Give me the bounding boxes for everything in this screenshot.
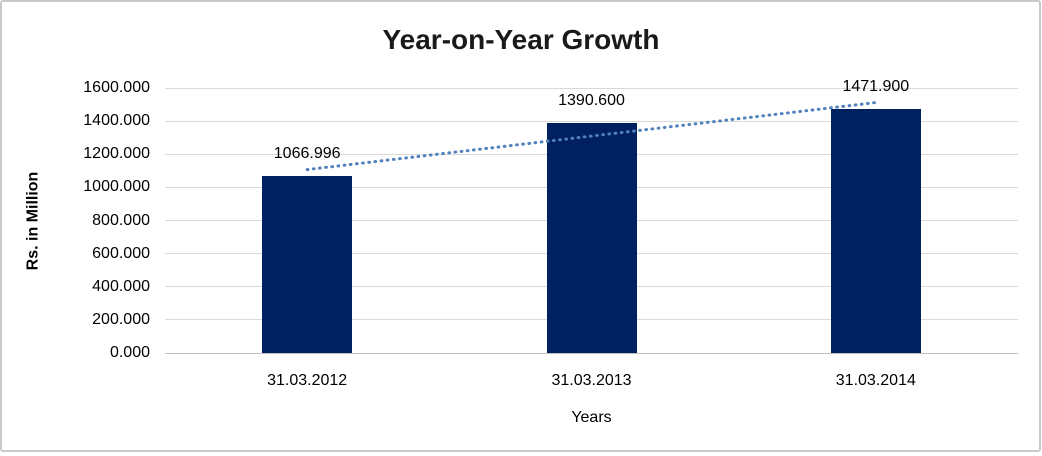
- bar-value-label: 1390.600: [558, 91, 625, 109]
- x-tick-label: 31.03.2012: [267, 372, 348, 389]
- y-tick-label: 1400.000: [83, 112, 150, 130]
- gridline: [165, 87, 1018, 89]
- bar: [546, 122, 637, 353]
- bar: [262, 176, 353, 353]
- y-tick-label: 200.000: [92, 310, 150, 328]
- bar-value-label: 1066.996: [273, 145, 341, 163]
- bar-value-label: 1471.900: [842, 78, 910, 96]
- y-axis-title-text: Rs. in Million: [24, 171, 42, 270]
- y-axis-title: Rs. in Million: [14, 88, 52, 353]
- y-tick-label: 600.000: [92, 244, 150, 262]
- chart-title: Year-on-Year Growth: [382, 24, 660, 55]
- y-tick-label: 800.000: [92, 211, 150, 229]
- y-tick-label: 0.000: [109, 344, 150, 361]
- y-tick-label: 1000.000: [83, 178, 150, 196]
- bar: [830, 109, 921, 353]
- x-axis-line: [165, 352, 1018, 354]
- x-tick-label: 31.03.2013: [551, 372, 632, 389]
- y-tick-label: 1600.000: [83, 79, 150, 96]
- x-axis-title: Years: [571, 409, 612, 426]
- x-tick-label: 31.03.2014: [835, 372, 916, 389]
- y-tick-label: 400.000: [92, 277, 150, 295]
- y-tick-label: 1200.000: [83, 145, 150, 163]
